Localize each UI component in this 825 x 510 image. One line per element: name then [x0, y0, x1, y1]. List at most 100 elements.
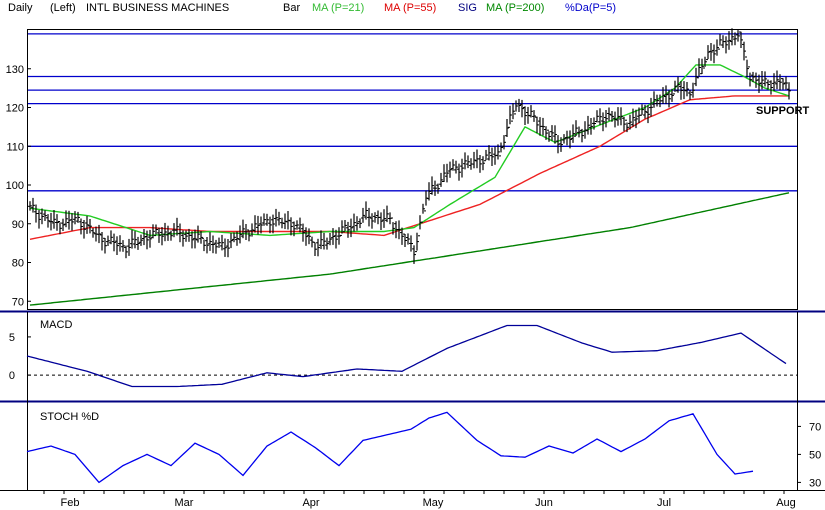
price-bar	[487, 145, 491, 161]
price-bar	[193, 229, 197, 249]
price-bar	[337, 227, 341, 245]
price-bar	[733, 32, 737, 46]
price-bar	[484, 149, 488, 162]
price-bar	[316, 238, 320, 257]
price-bar	[247, 229, 251, 242]
price-bar	[163, 222, 167, 242]
price-axis-label: 80	[12, 258, 24, 270]
price-bar	[424, 190, 428, 212]
price-bar	[490, 147, 494, 166]
ma55-legend: MA (P=55)	[384, 2, 436, 14]
price-bar	[472, 151, 476, 169]
price-bar	[322, 232, 326, 250]
price-bar	[82, 220, 86, 239]
price-panel-frame	[27, 29, 798, 310]
symbol-title: INTL BUSINESS MACHINES	[86, 2, 229, 14]
price-bar	[724, 36, 728, 54]
price-bar	[454, 160, 458, 174]
price-bar	[148, 229, 152, 248]
price-bar	[40, 208, 44, 225]
price-bar	[262, 213, 266, 226]
price-bar	[28, 201, 32, 211]
price-bar	[583, 121, 587, 139]
price-bar	[592, 117, 596, 130]
price-bar	[730, 28, 734, 46]
price-bar	[52, 210, 56, 229]
price-bar	[55, 214, 59, 231]
price-bar	[220, 234, 224, 251]
price-bar	[634, 109, 638, 129]
price-bar	[430, 176, 434, 195]
price-bar	[499, 142, 503, 157]
price-bar	[349, 218, 353, 238]
price-bar	[481, 156, 485, 171]
price-bar	[457, 163, 461, 181]
price-bar	[532, 110, 536, 122]
price-bar	[523, 106, 527, 125]
price-bar	[397, 220, 401, 240]
macd-title: MACD	[40, 319, 72, 331]
price-bar	[328, 233, 332, 246]
price-bar	[334, 229, 338, 249]
price-bar	[70, 213, 74, 231]
price-bar	[103, 237, 107, 254]
price-bar	[112, 233, 116, 252]
price-bar	[757, 74, 761, 93]
price-bar	[307, 228, 311, 245]
price-bar	[274, 208, 278, 227]
price-bar	[85, 215, 89, 234]
price-bar	[49, 212, 53, 231]
price-axis-label: 110	[6, 141, 24, 153]
price-bar	[340, 220, 344, 236]
price-bar	[226, 239, 230, 258]
price-bar	[142, 229, 146, 246]
price-bar	[460, 158, 464, 178]
price-bar	[289, 217, 293, 236]
price-bar	[238, 225, 242, 244]
price-bar	[379, 212, 383, 230]
price-bar	[580, 128, 584, 143]
price-bar	[706, 45, 710, 61]
price-bar	[442, 164, 446, 182]
ma200-line	[29, 192, 790, 306]
price-bar	[154, 224, 158, 237]
price-bar	[136, 236, 140, 250]
price-bar	[214, 239, 218, 254]
price-bar	[616, 107, 620, 126]
price-bar	[673, 80, 677, 95]
price-bar	[73, 211, 77, 225]
price-bar	[655, 94, 659, 107]
price-bar	[319, 230, 323, 250]
price-bar	[664, 85, 668, 105]
price-bar	[409, 235, 413, 252]
price-bar	[466, 155, 470, 169]
price-bar	[58, 221, 62, 235]
price-bar	[691, 82, 695, 98]
price-bar	[772, 73, 776, 92]
stoch-line	[26, 411, 754, 484]
price-bar	[748, 66, 752, 87]
price-bar	[553, 125, 557, 144]
price-bar	[256, 215, 260, 235]
price-bar	[106, 235, 110, 246]
price-bar	[511, 103, 515, 122]
price-bar	[244, 224, 248, 240]
axis-side-label: (Left)	[50, 2, 76, 14]
price-bar	[46, 214, 50, 228]
price-bar	[718, 34, 722, 50]
price-axis-label: 90	[12, 219, 24, 231]
price-bar	[514, 100, 518, 115]
price-bar	[277, 211, 281, 226]
price-bar	[685, 82, 689, 97]
price-bar	[520, 99, 524, 118]
price-bar	[31, 197, 35, 213]
chart-header: Daily (Left) INTL BUSINESS MACHINES Bar …	[8, 2, 616, 14]
price-bar	[652, 91, 656, 108]
price-bar	[385, 205, 389, 223]
price-bar	[568, 130, 572, 149]
macd-line	[26, 324, 787, 388]
price-bar	[37, 210, 41, 229]
price-bar	[208, 232, 212, 251]
price-bar	[370, 213, 374, 229]
